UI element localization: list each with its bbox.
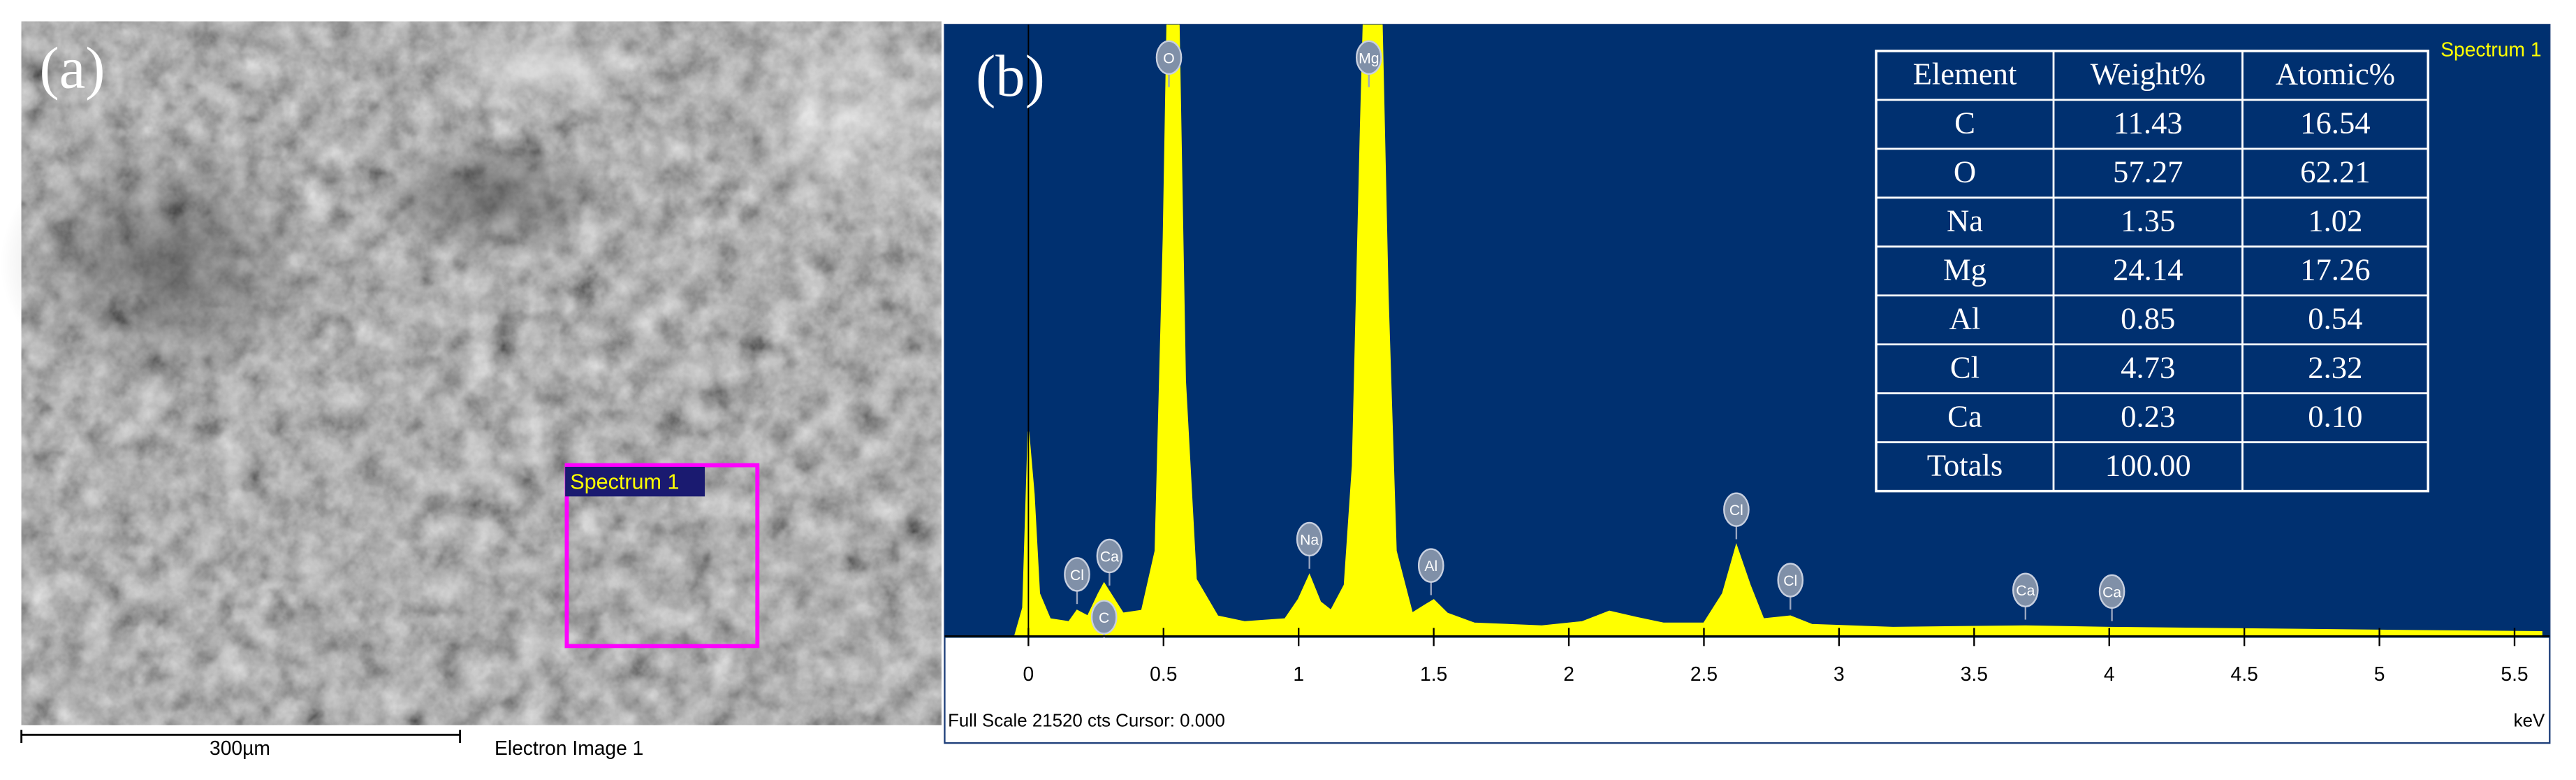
x-tick-label: 3	[1834, 663, 1845, 685]
x-tick-label: 2	[1563, 663, 1574, 685]
table-cell: 0.85	[2121, 301, 2175, 335]
peak-label: Cl	[1729, 503, 1743, 519]
table-cell: 24.14	[2113, 252, 2183, 287]
x-tick-label: 5.5	[2501, 663, 2528, 685]
peak-label: Mg	[1359, 50, 1379, 66]
table-cell: 0.54	[2308, 301, 2362, 335]
table-cell: Cl	[1950, 349, 1979, 384]
table-cell: 0.23	[2121, 398, 2175, 433]
peak-label-bg	[1355, 40, 1382, 75]
peak-label: Ca	[2016, 583, 2035, 599]
peak-label-bg	[1723, 492, 1750, 527]
table-cell: 4.73	[2121, 349, 2175, 384]
plot-background	[944, 24, 2550, 638]
table-cell: 1.02	[2308, 203, 2362, 238]
peak-label-bg	[2098, 574, 2125, 609]
table-header: Weight%	[2091, 56, 2206, 91]
table-cell: 1.35	[2121, 203, 2175, 238]
peak-label-bg	[1155, 40, 1183, 75]
table-cell: 100.00	[2105, 447, 2191, 482]
x-tick-label: 4	[2104, 663, 2115, 685]
plot-area: Cl C Ca O Na Mg Al Cl Cl Ca Ca	[944, 24, 2542, 638]
table-cell: 0.10	[2308, 398, 2362, 433]
x-tick-label: 2.5	[1690, 663, 1718, 685]
peak-label: Na	[1300, 532, 1319, 548]
scale-bar	[20, 730, 462, 744]
sem-image	[0, 0, 969, 725]
spectrum-box	[564, 463, 760, 649]
footer: Full Scale 21520 cts Cursor: 0.000	[948, 711, 1225, 730]
table-border	[1875, 50, 2430, 493]
table-cell: C	[1954, 105, 1975, 140]
peak-label: Cl	[1070, 568, 1084, 584]
box-label-bg	[565, 466, 705, 497]
peak-label: O	[1163, 50, 1174, 66]
peak-label: Ca	[1100, 549, 1119, 565]
table-cell: Al	[1949, 301, 1981, 335]
x-tick-label: 0.5	[1150, 663, 1177, 685]
x-tick-label: 0	[1023, 663, 1034, 685]
x-tick-label: 4.5	[2231, 663, 2258, 685]
x-tick-label: 5	[2374, 663, 2385, 685]
panel-label: (a)	[40, 36, 105, 101]
peak-label-bg	[2012, 572, 2039, 607]
composition-table: Element Weight% Atomic% C 11.43 16.54 O 57.27 62…	[1875, 50, 2430, 493]
table-cell: 11.43	[2114, 105, 2183, 140]
table-header: Element	[1913, 56, 2017, 91]
table-cell: Mg	[1943, 252, 1986, 287]
table-cell: 57.27	[2113, 154, 2183, 189]
table-cell: 17.26	[2300, 252, 2371, 287]
peak-label-bg	[1090, 600, 1118, 635]
peak-label: Ca	[2102, 584, 2121, 600]
table-cell: Na	[1947, 203, 1983, 238]
table-cell: Ca	[1947, 398, 1982, 433]
peak-label-bg	[1096, 538, 1123, 574]
peak-label: C	[1099, 610, 1109, 626]
corner-label: Spectrum 1	[2440, 38, 2541, 60]
panel-label: (b)	[976, 44, 1045, 109]
table-cell: 16.54	[2300, 105, 2371, 140]
peak-label-bg	[1064, 557, 1090, 592]
table-cell: 62.21	[2300, 154, 2371, 189]
table-cell: 2.32	[2308, 349, 2362, 384]
peak-label: Cl	[1783, 573, 1797, 589]
x-tick-label: 1.5	[1420, 663, 1447, 685]
table-cell: Totals	[1927, 447, 2003, 482]
x-tick-label: 1	[1293, 663, 1304, 685]
peak-label: Al	[1424, 558, 1437, 575]
peak-label-bg	[1777, 563, 1804, 598]
x-tick-label: 3.5	[1961, 663, 1988, 685]
spectrum-area	[944, 24, 2542, 637]
peak-label-bg	[1417, 548, 1444, 583]
box-label: Spectrum 1	[570, 470, 679, 494]
scale-bar-label: 300µm	[210, 737, 270, 759]
x-unit: keV	[2514, 711, 2545, 730]
peak-label-bg	[1296, 521, 1323, 557]
table-header: Atomic%	[2276, 56, 2395, 91]
x-axis: 0 0.5 1 1.5 2 2.5 3 3.5 4 4.5 5 5.5	[944, 628, 2550, 685]
image-caption: Electron Image 1	[495, 737, 643, 759]
table-cell: O	[1954, 154, 1976, 189]
